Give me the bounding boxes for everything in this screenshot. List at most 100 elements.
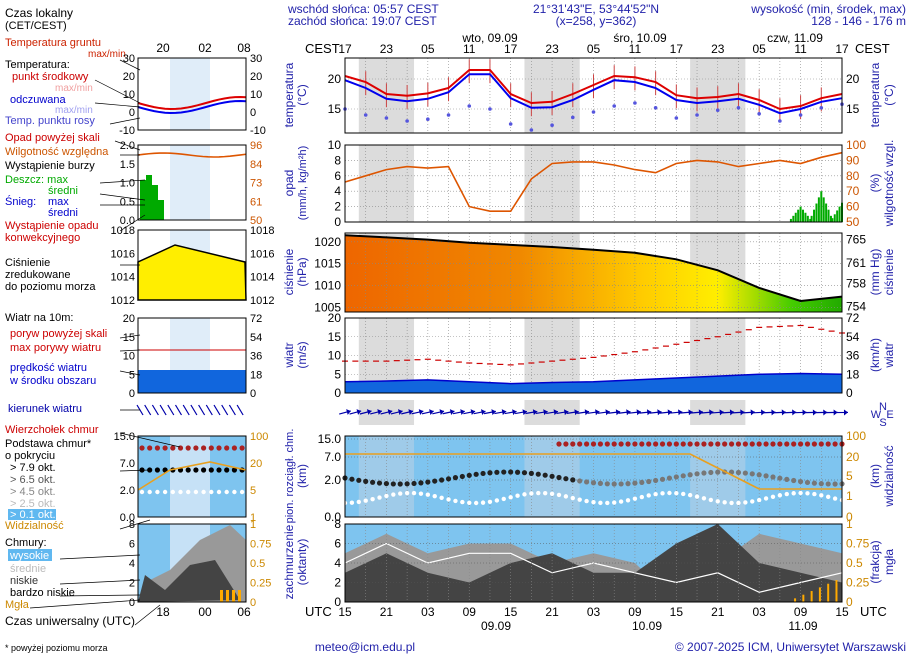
legend-temp-mid: punkt środkowy [12,71,89,83]
cloud-base-dot [418,480,423,485]
legend-cl-vlow: bardzo niskie [10,587,75,599]
precip-tick-left: 8 [334,153,341,167]
legend-cloud-top-dot [224,445,229,450]
legend-cloud-top-dot [163,445,168,450]
rain-bar [802,210,804,222]
cl-tick-right: 0.25 [846,576,870,590]
cl-tick-left: 4 [334,556,341,570]
cloud-base-dot-light [688,493,692,497]
night-stripe [690,145,745,222]
cloud-base-dot-light [805,491,809,495]
legend-snow-mid: średni [48,207,78,219]
legend-cloud-base-light [178,490,182,494]
legend-tick-right: 18 [250,369,262,381]
dewpoint-point [530,128,534,132]
cl-right-label: mgła [882,549,896,575]
legend-wind-arrow [229,405,235,415]
legend-tick-right: 0 [250,388,256,400]
cloud-base-dot-light [633,496,637,500]
cloud-base-dot [508,469,513,474]
cloud-base-dot [501,469,506,474]
cloud-top-dot [812,441,817,446]
grid-point: (x=258, y=362) [556,14,637,28]
cloud-base-dot [819,481,824,486]
precip-left-unit: (mm/h, kg/m²h) [297,146,309,221]
contact-email[interactable]: meteo@icm.edu.pl [315,640,415,654]
footnote: * powyżej poziomu morza [5,643,108,653]
cloud-base-dot [743,470,748,475]
cloud-top-dot [660,441,665,446]
legend-soil-temp: Temperatura gruntu [5,37,101,49]
legend-tick-left: 1014 [111,272,135,284]
legend-tick-right: 100 [250,431,268,443]
legend-tick-left: 0 [129,107,135,119]
cloud-base-dot [411,481,416,486]
legend-tick-right: 20 [250,458,262,470]
legend-clouds: Chmury: [5,537,47,549]
cloud-base-dot-light [584,499,588,503]
cloud-base-dot [349,477,354,482]
cest-hour-label: 17 [835,42,849,56]
legend-cloud-base-dot [201,467,206,472]
cloud-top-dot [763,441,768,446]
utc-label-right: UTC [860,604,887,619]
cloud-base-dot [536,472,541,477]
cloud-base-dot-light [412,491,416,495]
cloud-base-dot [612,481,617,486]
cloud-base-dot-light [577,497,581,501]
cloud-base-dot-light [377,495,381,499]
legend-cl-low: niskie [10,575,38,587]
cloud-base-dot [694,471,699,476]
cloud-base-dot [646,479,651,484]
pressure-tick-left: 1020 [314,235,341,249]
cloud-top-dot [708,441,713,446]
cloud-base-dot-light [653,492,657,496]
cloud-top-dot [715,441,720,446]
cb-tick-right: 5 [846,469,853,483]
cloud-base-dot [467,473,472,478]
legend-wind-arrow [191,405,197,415]
rain-bar [797,210,799,222]
legend-tick-left: 7.0 [120,458,135,470]
wind-tick-left: 5 [334,367,341,381]
cloud-base-dot-light [674,491,678,495]
legend-tick-left: 20 [123,71,135,83]
cloud-top-dot [639,441,644,446]
legend-mini-temp-stripe [170,58,210,130]
cest-hour-label: 11 [629,42,642,56]
dewpoint-point [612,104,616,108]
dewpoint-point [799,113,803,117]
precip-tick-right: 100 [846,138,866,152]
legend-cloud-base: Podstawa chmur* [5,438,92,450]
legend-cloud-base-dot [193,467,198,472]
cloud-top-dot [736,441,741,446]
local-time-sub: (CET/CEST) [5,20,67,32]
legend-tick-left: 1.5 [120,159,135,171]
legend-wind-avg: prędkość wiatru [10,362,87,374]
wind-tick-left: 20 [328,311,342,325]
legend-wind-arrow [214,405,220,415]
cloud-base-dot [757,472,762,477]
rain-bar [815,204,817,222]
legend-wind-arrow [222,405,228,415]
cloud-base-dot [667,476,672,481]
wind-right-unit: (km/h) [868,338,882,372]
rain-bar [831,218,833,222]
cest-hour-label: 23 [711,42,725,56]
cloud-base-dot [826,481,831,486]
legend-cl-mid: średnie [10,563,46,575]
legend-slp2: zredukowane [5,269,70,281]
rain-bar [792,216,794,222]
cloud-base-dot [674,474,679,479]
cloud-base-dot-light [550,492,554,496]
utc-hour-label: 09 [463,605,477,619]
legend-tick-right: 0 [250,597,256,609]
legend-conv: Wystąpienie opadu [5,220,98,232]
cloud-top-dot [743,441,748,446]
legend-tick-left: 4 [129,558,135,570]
cloud-base-dot-light [384,494,388,498]
legend-cloud-top-dot [216,445,221,450]
cloud-base-dot [370,480,375,485]
press-left-label: ciśnienie [282,248,296,295]
legend-connector [110,118,140,124]
